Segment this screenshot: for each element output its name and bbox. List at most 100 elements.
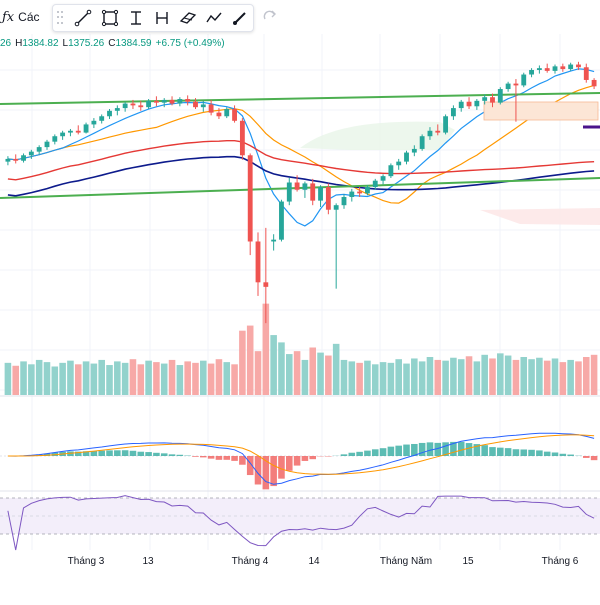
change-value: +6.75 (+0.49%) xyxy=(156,38,225,49)
volume-bar xyxy=(67,361,74,395)
candle-body xyxy=(498,89,503,103)
volume-bar xyxy=(294,351,301,395)
volume-bar xyxy=(567,360,574,395)
macd-histogram-bar xyxy=(309,456,316,459)
volume-bar xyxy=(302,360,309,395)
macd-histogram-bar xyxy=(560,454,567,456)
candle-body xyxy=(107,111,112,116)
rectangle-icon[interactable] xyxy=(97,5,123,31)
candle-body xyxy=(381,176,386,181)
candle-body xyxy=(162,100,167,103)
volume-bar xyxy=(208,364,215,395)
candle-body xyxy=(560,66,565,69)
volume-bar xyxy=(161,364,168,395)
candle-body xyxy=(412,149,417,153)
volume-bar xyxy=(317,353,324,395)
volume-bar xyxy=(372,364,379,395)
candle-body xyxy=(342,197,347,205)
candle-body xyxy=(177,99,182,104)
candle-body xyxy=(521,75,526,86)
floating-drawing-toolbar[interactable] xyxy=(52,4,254,32)
macd-histogram-bar xyxy=(278,456,285,479)
high-value: 1384.82 xyxy=(22,38,58,49)
macd-histogram-bar xyxy=(216,456,223,460)
trend-line-icon[interactable] xyxy=(70,5,96,31)
brush-icon[interactable] xyxy=(227,5,253,31)
ohlc-legend: 26 H1384.82 L1375.26 C1384.59 +6.75 (+0.… xyxy=(0,38,225,49)
volume-bar xyxy=(114,361,121,395)
volume-bar xyxy=(458,359,465,395)
volume-bar xyxy=(505,356,512,395)
macd-histogram-bar xyxy=(153,453,160,456)
redo-icon[interactable] xyxy=(262,8,278,24)
macd-histogram-bar xyxy=(341,454,348,456)
macd-histogram-bar xyxy=(395,446,402,456)
volume-bar xyxy=(98,360,105,395)
volume-bar xyxy=(106,365,113,395)
fib-channel-icon[interactable] xyxy=(175,5,201,31)
candle-body xyxy=(318,187,323,201)
candle-body xyxy=(295,183,300,190)
candle-body xyxy=(131,104,136,106)
indicators-button[interactable]: ƒx Các xyxy=(0,4,52,30)
volume-bar xyxy=(91,364,98,395)
macd-histogram-bar xyxy=(169,454,176,456)
x-tick-label: Tháng 3 xyxy=(68,556,105,567)
macd-histogram-bar xyxy=(403,445,410,456)
candle-body xyxy=(170,100,175,104)
candle-body xyxy=(568,65,573,70)
drag-handle-icon[interactable] xyxy=(57,11,64,25)
macd-histogram-bar xyxy=(364,451,371,456)
macd-histogram-bar xyxy=(481,445,488,456)
volume-bar xyxy=(216,359,223,395)
x-tick-label: 14 xyxy=(308,556,319,567)
volume-bar xyxy=(44,362,51,395)
x-tick-label: Tháng 4 xyxy=(232,556,269,567)
candle-body xyxy=(209,104,214,112)
volume-bar xyxy=(5,363,12,395)
macd-histogram-bar xyxy=(223,456,230,460)
candle-body xyxy=(138,105,143,107)
volume-bar xyxy=(28,364,35,395)
volume-bar xyxy=(489,358,496,395)
candle-body xyxy=(482,97,487,101)
macd-histogram-bar xyxy=(137,452,144,456)
candle-body xyxy=(76,131,81,133)
volume-bar xyxy=(286,354,293,395)
pattern-icon[interactable] xyxy=(201,5,227,31)
candle-body xyxy=(310,183,315,200)
measure-icon[interactable] xyxy=(149,5,175,31)
macd-histogram-bar xyxy=(552,452,559,456)
candle-body xyxy=(529,70,534,75)
macd-histogram-bar xyxy=(458,442,465,456)
candle-body xyxy=(84,124,89,132)
candle-body xyxy=(592,80,597,86)
low-value: 1375.26 xyxy=(68,38,104,49)
macd-histogram-bar xyxy=(497,448,504,456)
volume-bar xyxy=(349,361,356,395)
volume-bar xyxy=(419,361,426,395)
candle-body xyxy=(373,181,378,187)
volume-bar xyxy=(247,326,254,395)
candle-body xyxy=(435,131,440,133)
volume-bar xyxy=(145,361,152,395)
candle-body xyxy=(404,153,409,162)
volume-bar xyxy=(583,357,590,395)
candle-body xyxy=(201,104,206,107)
macd-histogram-bar xyxy=(122,450,129,456)
candle-body xyxy=(45,142,50,147)
volume-bar xyxy=(528,359,535,395)
candle-body xyxy=(248,155,253,241)
macd-histogram-bar xyxy=(192,456,199,457)
volume-bar xyxy=(200,361,207,395)
volume-bar xyxy=(356,363,363,395)
candle-body xyxy=(514,84,519,86)
volume-bar xyxy=(192,363,199,395)
candle-body xyxy=(420,136,425,149)
volume-bar xyxy=(560,362,567,395)
candle-body xyxy=(584,67,589,80)
text-cursor-icon[interactable] xyxy=(123,5,149,31)
macd-histogram-bar xyxy=(583,456,590,458)
